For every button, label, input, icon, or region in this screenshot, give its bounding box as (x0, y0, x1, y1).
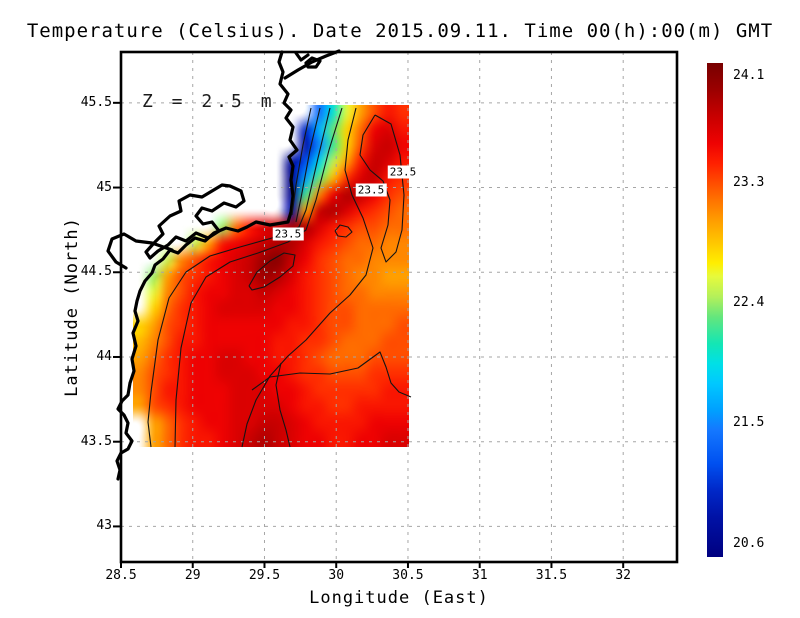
contour-line (174, 107, 343, 448)
x-tick-label: 31.5 (535, 568, 568, 583)
y-tick-label: 43 (96, 518, 112, 534)
colorbar-tick-label: 23.3 (733, 175, 765, 191)
temperature-heatmap-canvas (133, 105, 409, 447)
colorbar-tick-label: 20.6 (733, 535, 765, 551)
x-tick-label: 32 (615, 568, 632, 583)
contour-label: 23.5 (387, 165, 419, 179)
contour-line (295, 107, 321, 223)
x-tick-label: 28.5 (105, 568, 137, 583)
y-tick-label: 43.5 (80, 433, 112, 449)
y-tick-label: 44 (96, 348, 112, 364)
x-tick-label: 30.5 (392, 568, 424, 583)
y-axis-title: Latitude (North) (62, 217, 82, 397)
x-tick-label: 29 (184, 568, 201, 583)
coastline (283, 49, 341, 80)
y-tick-label: 44.5 (80, 264, 112, 280)
colorbar (707, 63, 723, 557)
contour-line (275, 362, 291, 448)
coastline (144, 183, 246, 260)
x-tick-label: 31 (471, 568, 488, 583)
contour-label: 23.5 (272, 227, 304, 241)
coastline (304, 56, 322, 69)
contour-line (251, 351, 412, 398)
y-tick-label: 45.5 (80, 94, 112, 110)
page-title: Temperature (Celsius). Date 2015.09.11. … (26, 20, 774, 42)
contour-line (241, 107, 374, 448)
coastline (115, 50, 299, 481)
y-tick-label: 45 (96, 179, 112, 195)
coastline (294, 51, 310, 62)
x-tick-label: 29.5 (248, 568, 281, 583)
coastline (106, 232, 174, 270)
x-axis-title: Longitude (East) (309, 588, 489, 608)
contour-line (147, 107, 331, 448)
depth-annotation: Z = 2.5 m (142, 91, 276, 112)
x-tick-label: 30 (328, 568, 345, 583)
contour-line (291, 107, 312, 216)
colorbar-tick-label: 24.1 (733, 68, 765, 84)
colorbar-tick-label: 22.4 (733, 295, 765, 311)
contour-label: 23.5 (355, 183, 387, 197)
plot-border (119, 50, 679, 564)
contour-line (248, 252, 296, 291)
colorbar-tick-label: 21.5 (733, 415, 765, 431)
contour-line (334, 224, 353, 238)
